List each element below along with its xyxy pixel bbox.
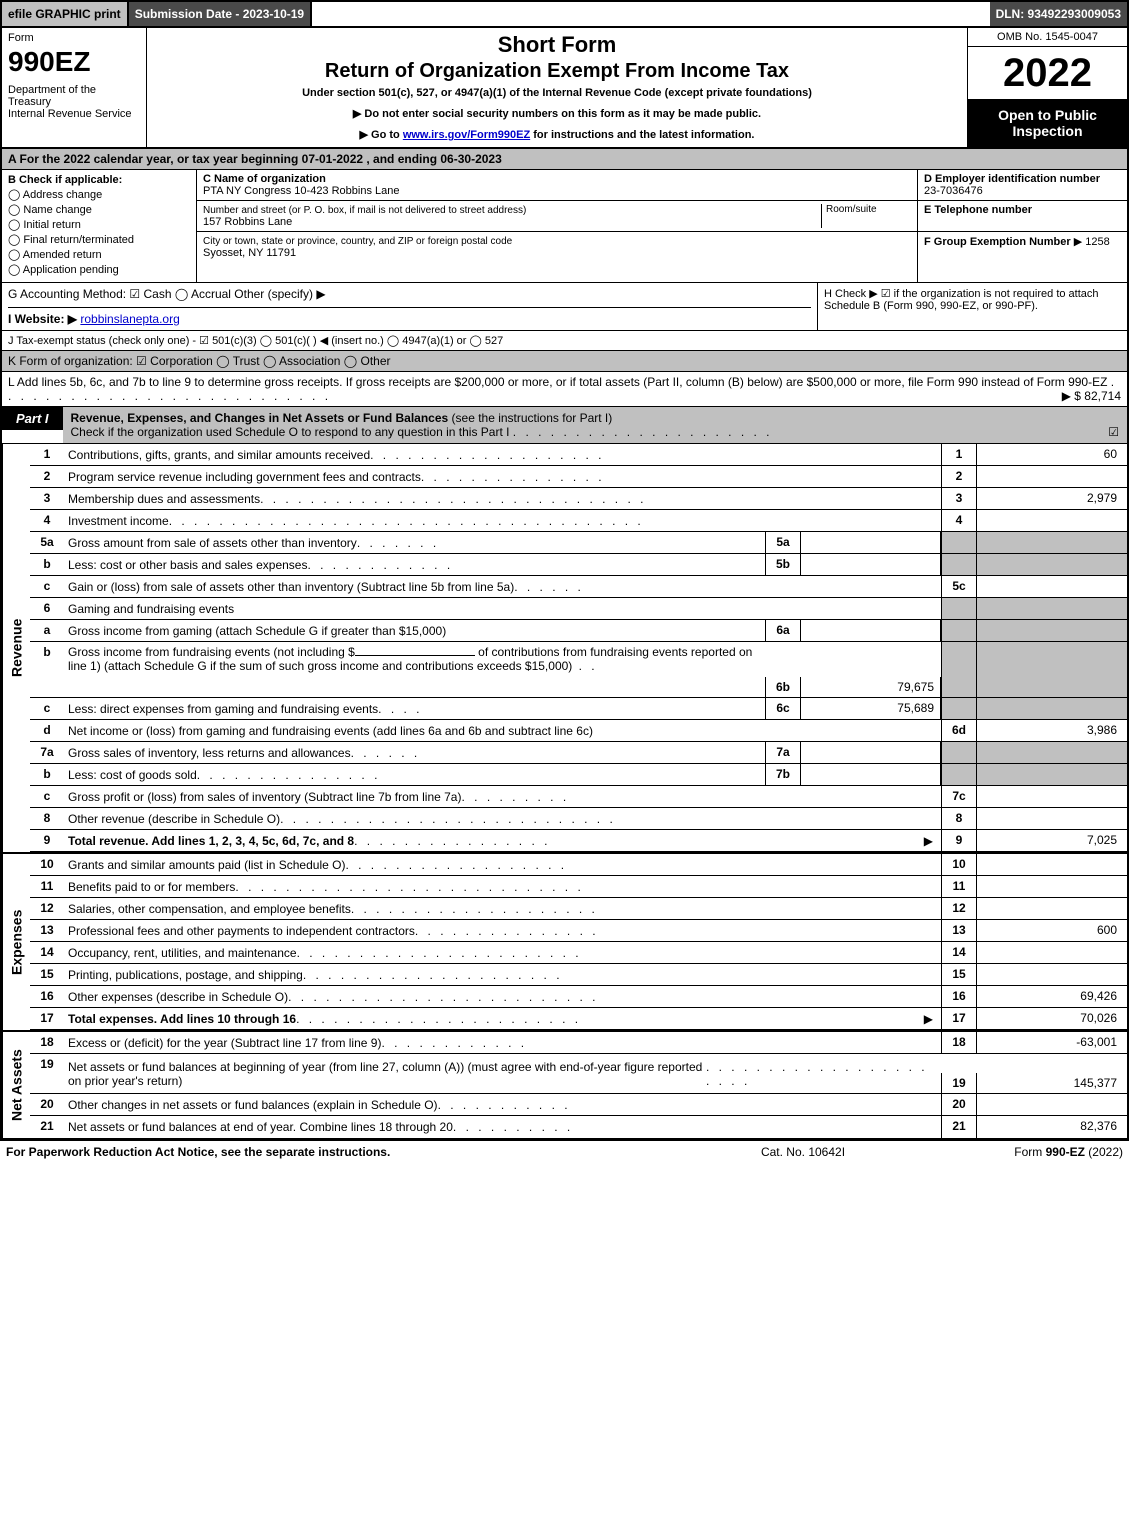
side-net-assets: Net Assets	[2, 1032, 30, 1138]
cat-no: Cat. No. 10642I	[683, 1145, 923, 1159]
efile-label[interactable]: efile GRAPHIC print	[2, 2, 129, 26]
form-number: 990EZ	[8, 46, 140, 78]
amt-13: 600	[977, 920, 1127, 941]
line-H: H Check ▶ ☑ if the organization is not r…	[817, 283, 1127, 330]
header-center: Short Form Return of Organization Exempt…	[147, 28, 967, 147]
amt-6c: 75,689	[801, 698, 941, 719]
org-city: Syosset, NY 11791	[203, 247, 296, 259]
group-exemption: ▶ 1258	[1074, 236, 1110, 248]
chk-address-change[interactable]: ◯ Address change	[8, 188, 190, 201]
amt-7c	[977, 786, 1127, 807]
amt-8	[977, 808, 1127, 829]
org-name: PTA NY Congress 10-423 Robbins Lane	[203, 185, 400, 197]
part-tag: Part I	[2, 407, 63, 430]
chk-final-return[interactable]: ◯ Final return/terminated	[8, 233, 190, 246]
expenses-table: Expenses 10Grants and similar amounts pa…	[0, 852, 1129, 1030]
section-C: C Name of organization PTA NY Congress 1…	[197, 170, 917, 282]
line-K: K Form of organization: ☑ Corporation ◯ …	[0, 351, 1129, 372]
org-street: 157 Robbins Lane	[203, 216, 292, 228]
amt-17: 70,026	[977, 1008, 1127, 1029]
block-GHI: G Accounting Method: ☑ Cash ◯ Accrual Ot…	[0, 283, 1129, 331]
chk-application-pending[interactable]: ◯ Application pending	[8, 263, 190, 276]
footer: For Paperwork Reduction Act Notice, see …	[0, 1140, 1129, 1163]
side-revenue: Revenue	[2, 444, 30, 852]
form-ref: Form 990-EZ (2022)	[923, 1145, 1123, 1159]
chk-name-change[interactable]: ◯ Name change	[8, 203, 190, 216]
amt-1: 60	[977, 444, 1127, 465]
omb-number: OMB No. 1545-0047	[968, 28, 1127, 47]
amt-6d: 3,986	[977, 720, 1127, 741]
open-inspection: Open to Public Inspection	[968, 99, 1127, 147]
title-short-form: Short Form	[153, 32, 961, 58]
amt-2	[977, 466, 1127, 487]
block-BCDEF: B Check if applicable: ◯ Address change …	[0, 170, 1129, 283]
title-return: Return of Organization Exempt From Incom…	[153, 60, 961, 83]
header-right: OMB No. 1545-0047 2022 Open to Public In…	[967, 28, 1127, 147]
line-L: L Add lines 5b, 6c, and 7b to line 9 to …	[0, 372, 1129, 407]
gross-receipts: ▶ $ 82,714	[1062, 389, 1121, 403]
dept-1: Department of the Treasury	[8, 84, 140, 108]
schedule-o-check[interactable]: ☑	[1108, 425, 1119, 439]
line-A: A For the 2022 calendar year, or tax yea…	[0, 149, 1129, 170]
form-header: Form 990EZ Department of the Treasury In…	[0, 28, 1129, 149]
amt-21: 82,376	[977, 1116, 1127, 1138]
amt-16: 69,426	[977, 986, 1127, 1007]
line-J: J Tax-exempt status (check only one) - ☑…	[0, 331, 1129, 351]
top-bar: efile GRAPHIC print Submission Date - 20…	[0, 0, 1129, 28]
chk-initial-return[interactable]: ◯ Initial return	[8, 218, 190, 231]
irs-link[interactable]: www.irs.gov/Form990EZ	[403, 129, 530, 141]
submission-date: Submission Date - 2023-10-19	[129, 2, 312, 26]
amt-6b: 79,675	[801, 677, 941, 697]
amt-3: 2,979	[977, 488, 1127, 509]
side-expenses: Expenses	[2, 854, 30, 1030]
paperwork-notice: For Paperwork Reduction Act Notice, see …	[6, 1145, 683, 1159]
amt-4	[977, 510, 1127, 531]
subtitle: Under section 501(c), 527, or 4947(a)(1)…	[153, 87, 961, 99]
section-B: B Check if applicable: ◯ Address change …	[2, 170, 197, 282]
form-label: Form	[8, 32, 140, 44]
net-assets-table: Net Assets 18Excess or (deficit) for the…	[0, 1030, 1129, 1140]
line-G: G Accounting Method: ☑ Cash ◯ Accrual Ot…	[8, 287, 811, 308]
note-1: ▶ Do not enter social security numbers o…	[153, 107, 961, 120]
section-DEF: D Employer identification number 23-7036…	[917, 170, 1127, 282]
amt-18: -63,001	[977, 1032, 1127, 1053]
revenue-table: Revenue 1Contributions, gifts, grants, a…	[0, 444, 1129, 852]
amt-19: 145,377	[977, 1073, 1127, 1093]
tax-year: 2022	[968, 47, 1127, 99]
dept-2: Internal Revenue Service	[8, 108, 140, 120]
room-suite: Room/suite	[821, 204, 911, 228]
line-I: I Website: ▶ robbinslanepta.org	[8, 312, 811, 326]
note-2: ▶ Go to www.irs.gov/Form990EZ for instru…	[153, 128, 961, 141]
website-link[interactable]: robbinslanepta.org	[80, 312, 179, 326]
amt-9: 7,025	[977, 830, 1127, 851]
header-left: Form 990EZ Department of the Treasury In…	[2, 28, 147, 147]
part-I-header: Part I Revenue, Expenses, and Changes in…	[0, 407, 1129, 444]
amt-5c	[977, 576, 1127, 597]
chk-amended-return[interactable]: ◯ Amended return	[8, 248, 190, 261]
dln-label: DLN: 93492293009053	[990, 2, 1127, 26]
ein: 23-7036476	[924, 185, 983, 197]
